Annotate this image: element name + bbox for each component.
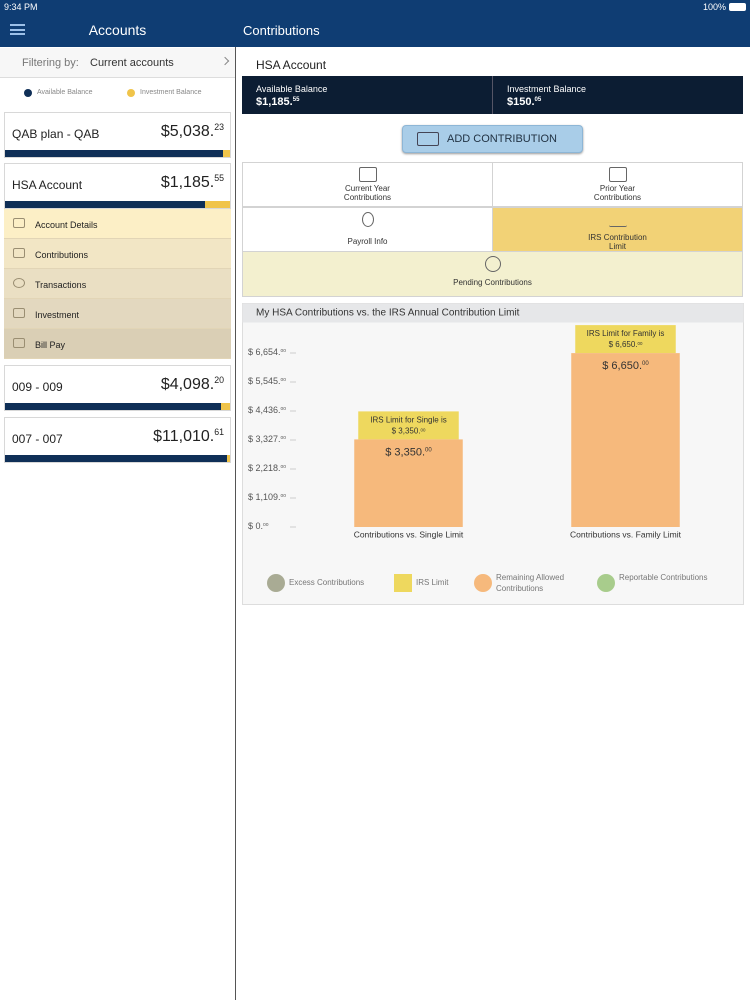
balance-panel: Available Balance $1,185.55 Investment B… <box>242 76 743 114</box>
legend-dot <box>24 89 32 97</box>
tile-label: Payroll Info <box>347 237 388 246</box>
menu-item[interactable]: Bill Pay <box>4 329 231 359</box>
status-time: 9:34 PM <box>4 2 38 12</box>
menu-item[interactable]: Contributions <box>4 239 231 269</box>
bar-label: $ 6,650.00 <box>602 360 649 372</box>
legend-marker <box>394 574 412 592</box>
account-name: HSA Account <box>12 178 83 192</box>
chevron <box>220 56 230 66</box>
account-card[interactable]: 007 - 007 $11,010.61 <box>4 417 231 463</box>
account-title: HSA Account <box>256 58 327 72</box>
divider <box>235 47 236 1000</box>
limit-box <box>358 411 459 440</box>
limit-label: IRS Limit for Family is $ 6,650.00 <box>587 329 665 349</box>
balance-bar <box>5 201 230 208</box>
balance-bar <box>5 150 230 157</box>
bar <box>571 353 680 527</box>
y-tick-label: $ 5,545.00 <box>248 376 286 386</box>
filter-label: Filtering by: <box>22 57 79 69</box>
tile[interactable]: Current Year Contributions <box>242 162 493 207</box>
balance-amount: $1,185.55 <box>256 96 300 108</box>
tile-label: Prior Year Contributions <box>593 184 642 202</box>
balance-label: Investment Balance <box>507 84 587 94</box>
legend-dot <box>127 89 135 97</box>
add-contribution-button[interactable]: ADD CONTRIBUTION <box>402 125 583 153</box>
battery-icon <box>729 3 746 11</box>
button-label: ADD CONTRIBUTION <box>447 133 557 145</box>
account-card[interactable]: 009 - 009 $4,098.20 <box>4 365 231 411</box>
y-tick-label: $ 2,218.00 <box>248 463 286 473</box>
bar-label: $ 3,350.00 <box>385 446 432 458</box>
tile[interactable]: Prior Year Contributions <box>492 162 743 207</box>
bar <box>354 439 463 527</box>
filter-value[interactable]: Current accounts <box>90 57 174 69</box>
legend-label: Available Balance <box>37 89 93 96</box>
y-tick-label: $ 1,109.00 <box>248 492 286 502</box>
account-balance: $1,185.55 <box>160 173 224 192</box>
legend-marker <box>597 574 615 592</box>
chart: My HSA Contributions vs. the IRS Annual … <box>242 303 744 605</box>
legend-label: Remaining Allowed Contributions <box>496 573 564 593</box>
limit-box <box>575 325 676 354</box>
menu-label: Transactions <box>35 280 87 290</box>
tile[interactable]: Payroll Info <box>242 207 493 252</box>
y-tick-label: $ 4,436.00 <box>248 405 286 415</box>
legend-label: Excess Contributions <box>289 578 364 587</box>
account-name: QAB plan - QAB <box>12 127 100 141</box>
x-tick-label: Contributions vs. Family Limit <box>570 529 682 539</box>
sidebar-title: Accounts <box>88 22 147 38</box>
balance-bar <box>5 403 230 410</box>
money-icon <box>417 132 439 146</box>
filter-row[interactable]: Filtering by: Current accounts <box>0 48 235 78</box>
menu-label: Investment <box>35 310 80 320</box>
account-card[interactable]: HSA Account $1,185.55 <box>4 163 231 209</box>
balance-amount: $150.05 <box>507 96 542 108</box>
legend-label: IRS Limit <box>416 578 449 587</box>
y-tick-label: $ 3,327.00 <box>248 434 286 444</box>
x-tick-label: Contributions vs. Single Limit <box>354 529 464 539</box>
balance-bar <box>5 455 230 462</box>
page-title: Contributions <box>243 23 320 38</box>
menu-button[interactable] <box>10 24 25 35</box>
menu-item[interactable]: Account Details <box>4 209 231 239</box>
menu-label: Bill Pay <box>35 340 66 350</box>
tile[interactable]: IRS Contribution Limit <box>492 207 743 252</box>
menu-label: Account Details <box>35 220 98 230</box>
legend-label: Reportable Contributions <box>619 573 708 582</box>
y-tick-label: $ 0.00 <box>248 521 269 531</box>
status-battery: 100% <box>702 2 726 12</box>
balance-label: Available Balance <box>256 84 328 94</box>
tile-label: Pending Contributions <box>453 278 532 287</box>
y-tick-label: $ 6,654.00 <box>248 347 286 357</box>
legend-label: Investment Balance <box>140 89 202 96</box>
tile[interactable]: Pending Contributions <box>242 251 743 297</box>
account-name: 009 - 009 <box>12 380 63 394</box>
legend-marker <box>267 574 285 592</box>
divider <box>492 76 493 114</box>
menu-label: Contributions <box>35 250 89 260</box>
tile-label: Current Year Contributions <box>343 184 392 202</box>
legend-marker <box>474 574 492 592</box>
tile-label: IRS Contribution Limit <box>588 233 647 251</box>
account-balance: $11,010.61 <box>153 427 224 446</box>
account-name: 007 - 007 <box>12 432 63 446</box>
menu-item[interactable]: Transactions <box>4 269 231 299</box>
app-header: 9:34 PM 100% Accounts Contributions <box>0 0 750 47</box>
chart-header <box>242 303 744 323</box>
account-balance: $5,038.23 <box>160 122 224 141</box>
menu-item[interactable]: Investment <box>4 299 231 329</box>
limit-label: IRS Limit for Single is $ 3,350.00 <box>370 416 446 436</box>
account-balance: $4,098.20 <box>160 375 224 394</box>
chart-title: My HSA Contributions vs. the IRS Annual … <box>256 308 520 319</box>
account-card[interactable]: QAB plan - QAB $5,038.23 <box>4 112 231 158</box>
